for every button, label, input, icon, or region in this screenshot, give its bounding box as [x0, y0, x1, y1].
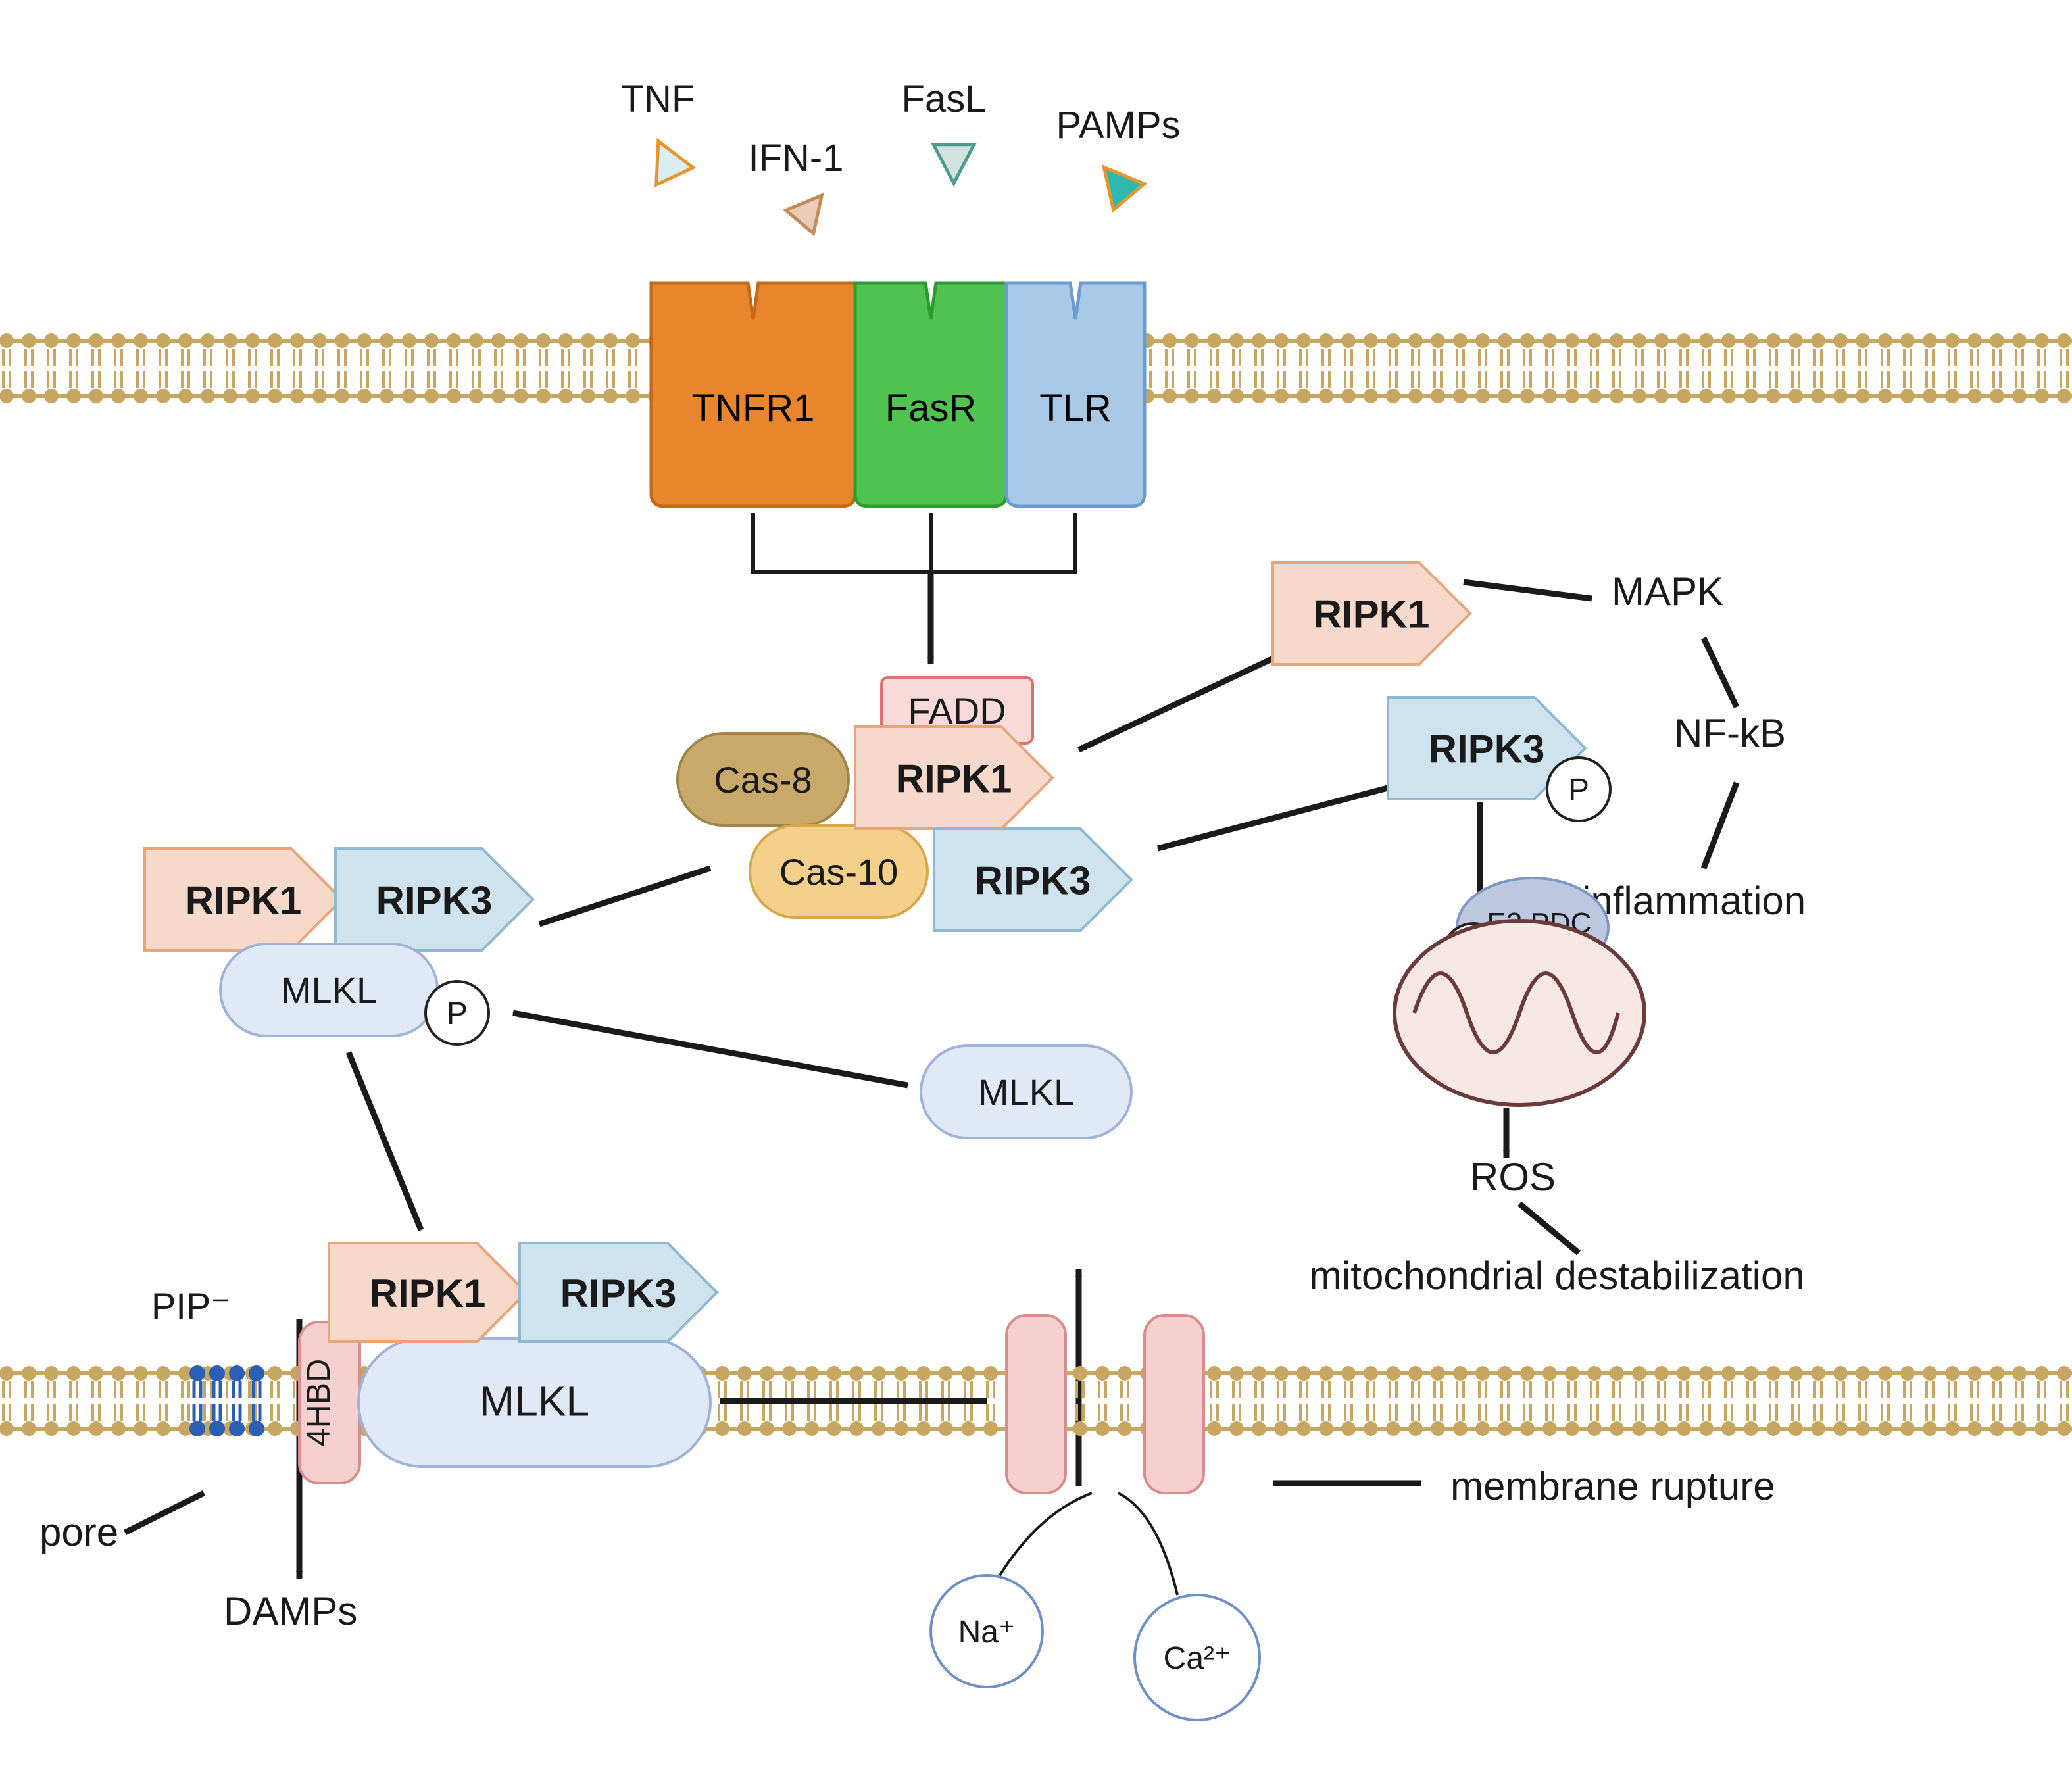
ion-channel-right	[1145, 1315, 1204, 1493]
cas10-node-label: Cas-10	[779, 851, 899, 893]
tlr-receptor: TLR	[1006, 283, 1145, 506]
left-to-bottom	[349, 1052, 421, 1230]
damps-label: DAMPs	[224, 1589, 357, 1633]
membrane-rupture-label: membrane rupture	[1450, 1464, 1775, 1508]
receptor-bracket	[753, 513, 1075, 572]
ripk3-left-label: RIPK3	[376, 879, 493, 923]
mlkl-left-phospho-label: P	[447, 996, 468, 1031]
nfkb-label: NF-kB	[1674, 711, 1786, 755]
ripk1-complex-label: RIPK1	[896, 757, 1012, 801]
cas8-node-label: Cas-8	[714, 759, 812, 800]
tnfr1-receptor: TNFR1	[651, 283, 855, 506]
mlkl-free-label: MLKL	[978, 1071, 1074, 1113]
hbd-label: 4HBD	[300, 1359, 337, 1446]
mlklfree-to-left	[513, 1013, 908, 1085]
na-ion-label: Na⁺	[958, 1615, 1016, 1650]
tlr-receptor-label: TLR	[1039, 387, 1112, 429]
ca-flow	[1118, 1493, 1177, 1595]
mapk-to-nfkb	[1704, 638, 1737, 707]
ion-channel-left	[1006, 1315, 1066, 1493]
tnf-icon	[640, 133, 693, 185]
fadd-node-label: FADD	[908, 690, 1006, 731]
pamps-icon	[1089, 154, 1145, 210]
fasl-icon	[933, 145, 974, 184]
inflammation-label: inflammation	[1582, 879, 1806, 923]
fasr-receptor-label: FasR	[885, 387, 977, 429]
nfkb-to-inflam	[1704, 783, 1737, 868]
complex-to-left	[539, 868, 710, 924]
fasl-label: FasL	[902, 78, 987, 120]
ripk1-left-label: RIPK1	[185, 879, 302, 923]
tnfr1-receptor-label: TNFR1	[692, 387, 815, 429]
mlkl-membrane-label: MLKL	[480, 1378, 589, 1425]
tnf-label: TNF	[621, 78, 695, 120]
ripk3-upstream-label: RIPK3	[1429, 727, 1545, 772]
ripk1top-to-complex	[1079, 645, 1302, 750]
pore-arrow-left	[125, 1493, 204, 1533]
fasr-receptor: FasR	[855, 283, 1006, 506]
pip-label: PIP⁻	[151, 1285, 230, 1327]
ca-ion-label: Ca²⁺	[1164, 1641, 1231, 1676]
pamps-label: PAMPs	[1056, 104, 1180, 147]
ros-label: ROS	[1470, 1155, 1556, 1199]
ifn1-icon	[785, 184, 835, 233]
na-flow	[1000, 1493, 1092, 1575]
mapk-label: MAPK	[1612, 570, 1723, 614]
ripk3-membrane-label: RIPK3	[560, 1271, 677, 1315]
ripk1-membrane-label: RIPK1	[370, 1271, 486, 1315]
mitochondrion-icon	[1394, 921, 1644, 1105]
ifn1-label: IFN-1	[749, 137, 844, 180]
ripk3-complex-label: RIPK3	[975, 859, 1091, 903]
ripk1top-to-mapk	[1464, 582, 1592, 599]
ripk3top-to-complex	[1158, 783, 1408, 848]
mlkl-left-label: MLKL	[281, 969, 377, 1011]
mito-destab-label: mitochondrial destabilization	[1309, 1254, 1805, 1298]
ripk1-upstream-label: RIPK1	[1314, 593, 1430, 637]
pore-label: pore	[39, 1510, 118, 1554]
ripk3-upstream-phospho-label: P	[1568, 773, 1589, 808]
ros-to-destab	[1519, 1204, 1579, 1253]
